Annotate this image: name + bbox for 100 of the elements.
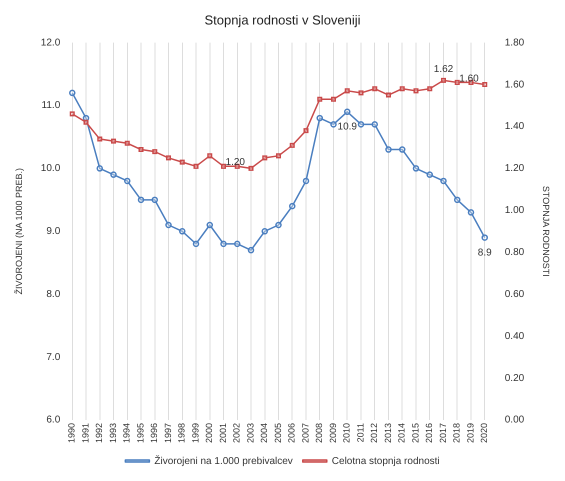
y-tick-label: 12.0 — [40, 37, 61, 48]
x-tick-label: 2018 — [452, 422, 462, 444]
point — [290, 142, 295, 148]
point — [303, 128, 309, 134]
point — [248, 246, 254, 254]
point — [482, 82, 488, 88]
y2-tick-label: 0.20 — [504, 372, 525, 384]
x-tick-label: 2014 — [396, 422, 407, 444]
point — [165, 222, 172, 228]
y2-axis-title: STOPNJA RODNOSTI — [541, 186, 552, 277]
point — [192, 240, 200, 248]
point — [385, 146, 392, 153]
x-tick-label: 2019 — [465, 422, 476, 444]
x-tick-label: 2000 — [204, 422, 214, 444]
x-tick-label: 2016 — [424, 422, 434, 444]
x-tick-label: 1996 — [149, 422, 160, 444]
point — [426, 171, 433, 178]
point — [110, 171, 117, 178]
y2-tick-label: 0.80 — [504, 247, 525, 258]
point — [152, 149, 158, 154]
point — [193, 164, 199, 169]
y2-tick-label: 1.40 — [504, 121, 525, 132]
point — [427, 86, 432, 92]
x-tick-label: 1992 — [94, 422, 104, 444]
point — [234, 240, 241, 248]
y-tick-label: 11.0 — [42, 100, 61, 112]
chart-title: Stopnja rodnosti v Sloveniji — [204, 12, 361, 28]
point — [166, 155, 172, 160]
point — [358, 121, 364, 128]
x-tick-label: 1997 — [162, 422, 173, 444]
x-tick-label: 1993 — [108, 422, 118, 444]
point — [275, 222, 282, 228]
point — [398, 146, 406, 153]
x-tick-label: 2020 — [479, 422, 490, 444]
y2-tick-label: 0.60 — [504, 288, 525, 300]
point — [440, 178, 447, 184]
point — [372, 86, 378, 92]
point — [180, 160, 185, 165]
x-tick-label: 2017 — [438, 422, 448, 444]
x-tick-label: 2013 — [382, 422, 393, 444]
x-tick-label: 2009 — [328, 422, 338, 444]
point — [248, 166, 254, 171]
y2-tick-label: 1.60 — [504, 79, 525, 90]
data-label: 1.60 — [459, 73, 480, 84]
data-label: 1.20 — [226, 157, 246, 168]
point — [289, 202, 296, 210]
point — [207, 153, 212, 158]
point — [468, 209, 474, 216]
y2-tick-label: 0.40 — [504, 330, 525, 342]
point — [330, 96, 336, 102]
x-tick-label: 2005 — [272, 422, 283, 444]
point — [344, 108, 350, 116]
y-axis-title: ŽIVOROJENI (NA 1000 PREB.) — [14, 168, 24, 295]
y2-tick-label: 1.20 — [504, 163, 525, 174]
point — [138, 196, 144, 204]
point — [124, 178, 131, 184]
x-tick-label: 2003 — [245, 422, 256, 444]
point — [69, 90, 76, 96]
point — [138, 147, 144, 152]
point — [220, 240, 227, 248]
data-label: 8.9 — [478, 247, 492, 258]
y-tick-label: 8.0 — [46, 288, 61, 300]
y-tick-label: 6.0 — [46, 414, 61, 426]
y-tick-label: 9.0 — [46, 226, 61, 238]
point — [152, 196, 158, 204]
data-label: 1.62 — [434, 64, 454, 76]
point — [97, 136, 102, 142]
x-tick-label: 2015 — [410, 422, 420, 444]
point — [96, 165, 104, 172]
x-tick-label: 1994 — [122, 422, 132, 444]
point — [262, 155, 268, 160]
point — [440, 78, 446, 83]
legend-label: Celotna stopnja rodnosti — [332, 456, 440, 467]
point — [316, 114, 323, 122]
point — [330, 121, 337, 128]
x-tick-label: 1990 — [66, 422, 77, 444]
point — [371, 121, 378, 128]
y2-tick-label: 1.80 — [504, 37, 525, 48]
data-label: 10.9 — [338, 122, 358, 133]
x-tick-label: 2007 — [300, 422, 310, 444]
point — [83, 120, 89, 125]
y-tick-label: 7.0 — [46, 352, 61, 363]
point — [110, 138, 116, 144]
x-tick-label: 2011 — [355, 422, 366, 442]
x-tick-label: 1998 — [176, 422, 187, 444]
point — [206, 222, 214, 228]
point — [454, 80, 460, 85]
point — [344, 88, 350, 94]
point — [220, 164, 226, 169]
point — [262, 228, 268, 235]
point — [386, 92, 392, 98]
legend-label: Živorojeni na 1.000 prebivalcev — [154, 454, 293, 467]
point — [70, 111, 75, 116]
x-tick-label: 2001 — [218, 422, 228, 444]
x-tick-label: 2006 — [286, 422, 297, 444]
point — [454, 196, 460, 204]
x-tick-label: 2010 — [342, 422, 352, 444]
y2-tick-label: 1.00 — [504, 205, 525, 216]
x-tick-label: 2002 — [232, 422, 242, 444]
point — [481, 234, 488, 241]
